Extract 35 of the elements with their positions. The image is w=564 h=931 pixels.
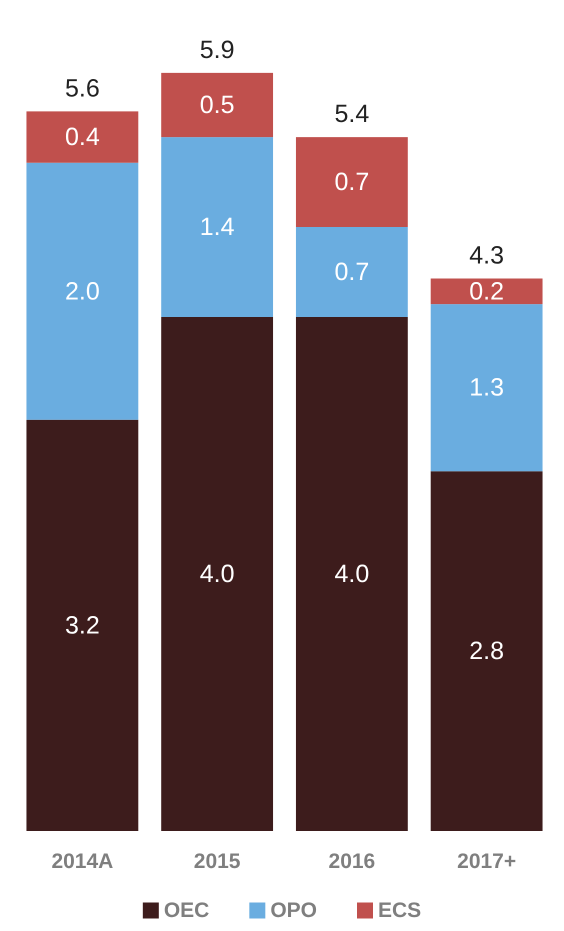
x-tick-label: 2016 (328, 850, 376, 873)
bar (430, 278, 543, 304)
bar (296, 227, 408, 317)
bar (161, 317, 274, 831)
data-label: 3.2 (64, 611, 100, 640)
x-tick-label: 2015 (194, 850, 241, 873)
bar (296, 317, 408, 831)
bar (26, 420, 138, 831)
bar (430, 304, 543, 472)
legend-label: ECS (378, 899, 422, 922)
legend-label: OPO (270, 899, 318, 922)
data-label: 0.5 (200, 90, 235, 119)
total-label: 5.9 (200, 36, 235, 64)
bar (26, 162, 138, 420)
total-label: 5.6 (64, 74, 100, 102)
total-label: 4.3 (469, 241, 504, 270)
total-label: 5.4 (334, 100, 370, 128)
data-label: 0.4 (64, 123, 100, 152)
x-tick-label: 2014A (51, 850, 114, 873)
bar (161, 72, 274, 138)
data-label: 0.7 (334, 168, 370, 196)
data-label: 0.2 (469, 277, 504, 306)
bar (296, 137, 408, 228)
bar (430, 471, 543, 831)
bar (26, 111, 138, 163)
data-label: 0.7 (334, 258, 370, 286)
data-label: 2.0 (64, 277, 100, 306)
data-label: 1.3 (469, 374, 504, 402)
data-label: 4.0 (334, 560, 370, 588)
legend-label: OEC (164, 899, 210, 922)
data-label: 2.8 (469, 637, 504, 666)
data-label: 1.4 (200, 213, 235, 242)
data-label: 4.0 (200, 560, 235, 588)
bar (161, 137, 274, 317)
x-tick-label: 2017+ (457, 850, 516, 873)
